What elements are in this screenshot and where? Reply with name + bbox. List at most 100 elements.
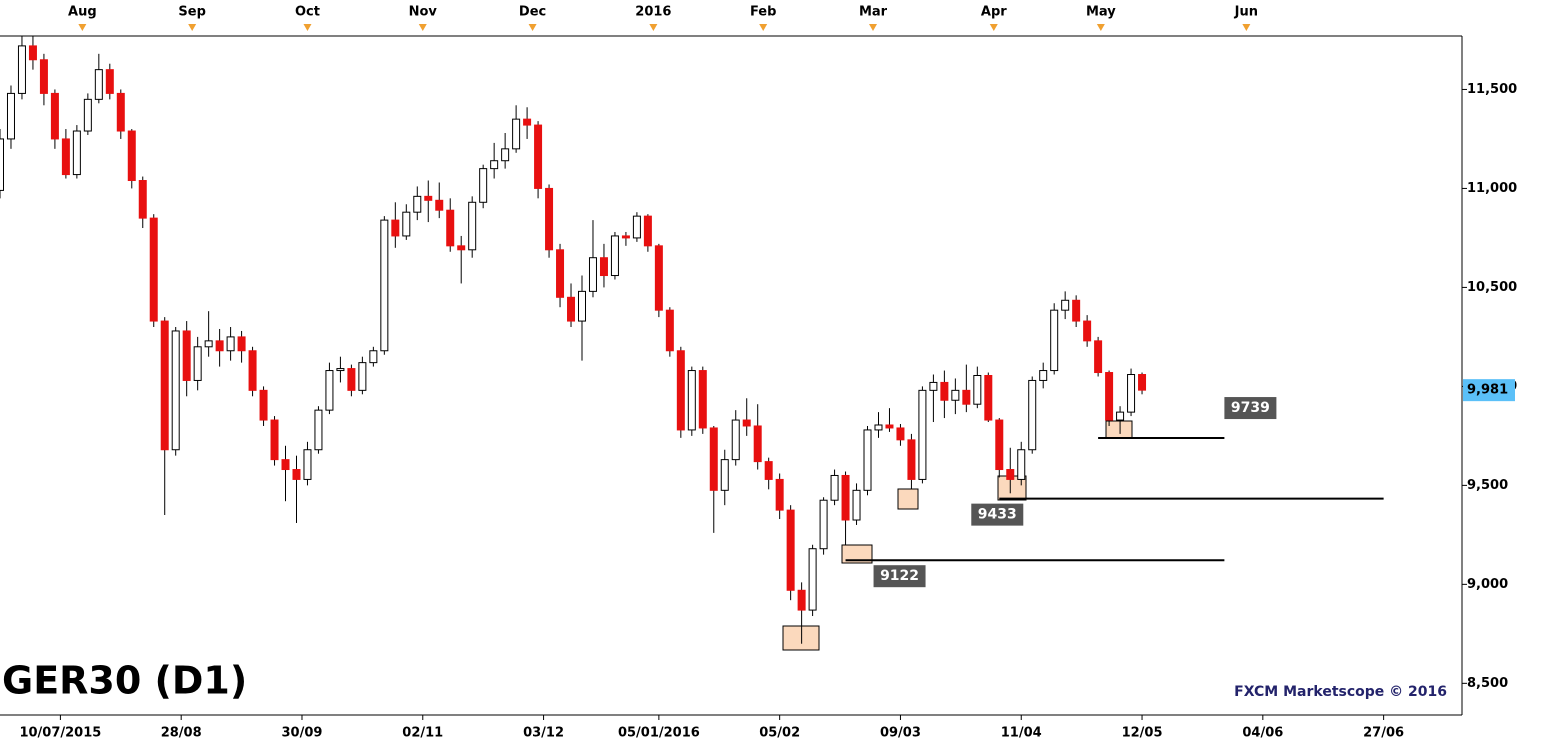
candle-body <box>281 459 290 471</box>
candle-body <box>621 235 630 239</box>
candle-body <box>325 370 334 411</box>
top-tick-label: Jun <box>1234 5 1258 20</box>
candle-body <box>314 409 323 451</box>
candle-body <box>830 474 839 501</box>
chart-title: GER30 (D1) <box>2 659 247 703</box>
candle-body <box>896 427 905 441</box>
top-tick-label: 2016 <box>635 5 671 20</box>
candle-body <box>1116 411 1125 421</box>
candle-body <box>929 381 938 391</box>
candle-body <box>39 59 48 94</box>
candle-body <box>567 296 576 322</box>
candle-body <box>786 509 795 591</box>
candle-body <box>0 138 4 191</box>
candle-body <box>182 330 191 381</box>
candle-body <box>874 424 883 431</box>
candle-body <box>610 235 619 277</box>
top-tick-marker <box>418 24 427 31</box>
candle-body <box>654 245 663 311</box>
candle-body <box>512 118 521 150</box>
x-tick-label: 12/05 <box>1122 726 1163 741</box>
level-label-box <box>873 565 926 588</box>
candle-body <box>588 257 597 292</box>
candle-body <box>1039 370 1048 381</box>
top-tick-marker <box>528 24 537 31</box>
candle-body <box>446 209 455 247</box>
top-tick-label: Aug <box>68 5 97 20</box>
candle-body <box>435 199 444 211</box>
y-tick-label: 11,000 <box>1467 181 1517 196</box>
candle-body <box>599 257 608 277</box>
candle-body <box>94 69 103 100</box>
top-tick-marker <box>989 24 998 31</box>
y-tick-label: 11,500 <box>1467 82 1517 97</box>
candle-body <box>1083 320 1092 342</box>
candle-body <box>1138 374 1147 391</box>
highlight-box <box>1105 420 1133 439</box>
candle-body <box>545 187 554 251</box>
candle-body <box>556 249 565 298</box>
last-price-label: 9,981 <box>1467 383 1508 398</box>
level-label: 9122 <box>880 568 919 584</box>
candle-body <box>918 389 927 480</box>
x-tick-label: 10/07/2015 <box>19 726 101 741</box>
candle-body <box>479 168 488 203</box>
x-tick-label: 04/06 <box>1242 726 1283 741</box>
candle-body <box>852 489 861 521</box>
candle-body <box>962 389 971 405</box>
candle-body <box>676 350 685 431</box>
candle-body <box>72 130 81 176</box>
source-label: FXCM Marketscope © 2016 <box>1234 684 1447 700</box>
candle-body <box>380 219 389 352</box>
x-tick-label: 02/11 <box>402 726 443 741</box>
candle-body <box>237 336 246 352</box>
candle-body <box>885 424 894 429</box>
candle-body <box>984 375 993 421</box>
highlight-box <box>782 625 820 651</box>
candle-body <box>83 98 92 132</box>
candle-body <box>303 449 312 480</box>
level-label-box <box>971 503 1024 526</box>
x-tick-label: 28/08 <box>161 726 202 741</box>
candle-body <box>50 92 59 140</box>
candle-body <box>138 180 147 219</box>
candle-body <box>940 381 949 401</box>
top-tick-label: May <box>1086 5 1116 20</box>
x-tick-label: 05/01/2016 <box>618 726 700 741</box>
candle-body <box>819 499 828 550</box>
x-tick-label: 27/06 <box>1363 726 1404 741</box>
candle-body <box>1017 449 1026 480</box>
candle-body <box>863 429 872 491</box>
level-label: 9433 <box>978 507 1017 523</box>
candle-body <box>632 215 641 239</box>
candle-body <box>665 309 674 352</box>
candle-body <box>193 346 202 381</box>
candle-body <box>424 195 433 201</box>
candle-body <box>995 419 1004 471</box>
candle-body <box>171 330 180 451</box>
candle-body <box>259 389 268 421</box>
candle-body <box>391 219 400 237</box>
highlight-box <box>841 544 873 564</box>
candle-body <box>248 350 257 391</box>
candle-body <box>731 419 740 461</box>
candle-body <box>28 45 37 61</box>
candle-body <box>742 419 751 427</box>
top-tick-label: Apr <box>981 5 1007 20</box>
candle-body <box>358 362 367 391</box>
candle-body <box>204 340 213 348</box>
candle-body <box>687 370 696 431</box>
candle-body <box>413 195 422 213</box>
top-tick-marker <box>1242 24 1251 31</box>
top-tick-marker <box>188 24 197 31</box>
candle-body <box>775 478 784 511</box>
candle-body <box>523 118 532 126</box>
top-tick-marker <box>869 24 877 31</box>
level-label-box <box>1224 397 1277 420</box>
top-tick-marker <box>759 24 768 31</box>
candle-body <box>17 45 26 94</box>
candle-body <box>270 419 279 461</box>
top-tick-label: Nov <box>409 5 438 20</box>
